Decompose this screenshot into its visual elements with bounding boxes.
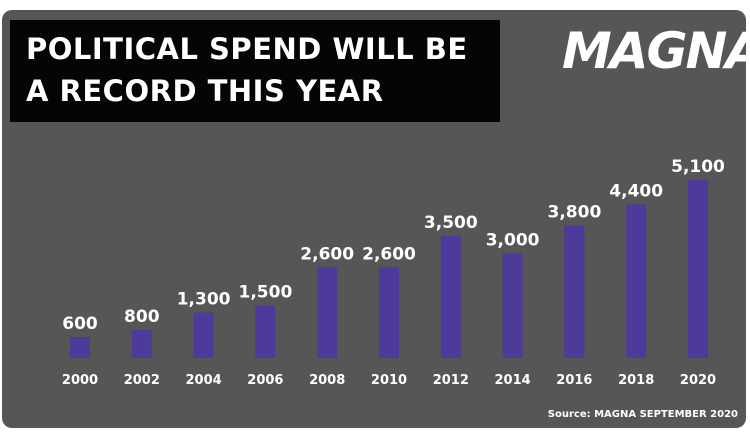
- x-tick-label-2006: 2006: [247, 373, 283, 388]
- bar-2008: [317, 267, 338, 358]
- chart-card: POLITICAL SPEND WILL BE A RECORD THIS YE…: [2, 10, 746, 428]
- data-label-2008: 2,600: [300, 244, 354, 264]
- x-tick-label-2008: 2008: [309, 373, 345, 388]
- x-tick-label-2016: 2016: [556, 373, 592, 388]
- bar-2018: [626, 204, 647, 358]
- source-note: Source: MAGNA SEPTEMBER 2020: [547, 409, 738, 420]
- x-tick-label-2000: 2000: [62, 373, 98, 388]
- chart-title-line-1: POLITICAL SPEND WILL BE: [26, 32, 468, 66]
- bar-chart: 600 2000 800 2002 1,300 2004 1,500 2006 2,600 200…: [62, 157, 725, 388]
- data-label-2012: 3,500: [424, 213, 478, 233]
- bar-2016: [564, 225, 585, 358]
- data-label-2014: 3,000: [486, 230, 540, 250]
- bar-2012: [440, 235, 461, 358]
- x-tick-label-2002: 2002: [124, 373, 160, 388]
- data-label-2016: 3,800: [548, 202, 602, 222]
- data-label-2006: 1,500: [239, 283, 293, 303]
- data-label-2018: 4,400: [609, 181, 663, 201]
- x-tick-label-2018: 2018: [618, 373, 654, 388]
- bar-2014: [502, 253, 523, 358]
- bar-2010: [379, 267, 399, 358]
- data-label-2000: 600: [62, 314, 98, 334]
- x-tick-label-2012: 2012: [433, 373, 469, 388]
- magna-logo: MAGNA: [562, 22, 746, 80]
- data-label-2004: 1,300: [177, 290, 231, 310]
- x-tick-label-2004: 2004: [186, 373, 222, 388]
- bar-2006: [255, 305, 276, 358]
- title-box: POLITICAL SPEND WILL BE A RECORD THIS YE…: [10, 20, 500, 122]
- bar-2004: [193, 312, 214, 358]
- x-tick-label-2020: 2020: [680, 373, 716, 388]
- x-tick-label-2010: 2010: [371, 373, 407, 388]
- data-label-2020: 5,100: [671, 157, 725, 177]
- bar-2020: [688, 180, 708, 358]
- bar-2000: [70, 337, 90, 358]
- bar-2002: [131, 330, 152, 358]
- data-label-2010: 2,600: [362, 244, 416, 264]
- data-label-2002: 800: [124, 307, 160, 327]
- x-tick-label-2014: 2014: [495, 373, 531, 388]
- chart-title-line-2: A RECORD THIS YEAR: [26, 74, 384, 108]
